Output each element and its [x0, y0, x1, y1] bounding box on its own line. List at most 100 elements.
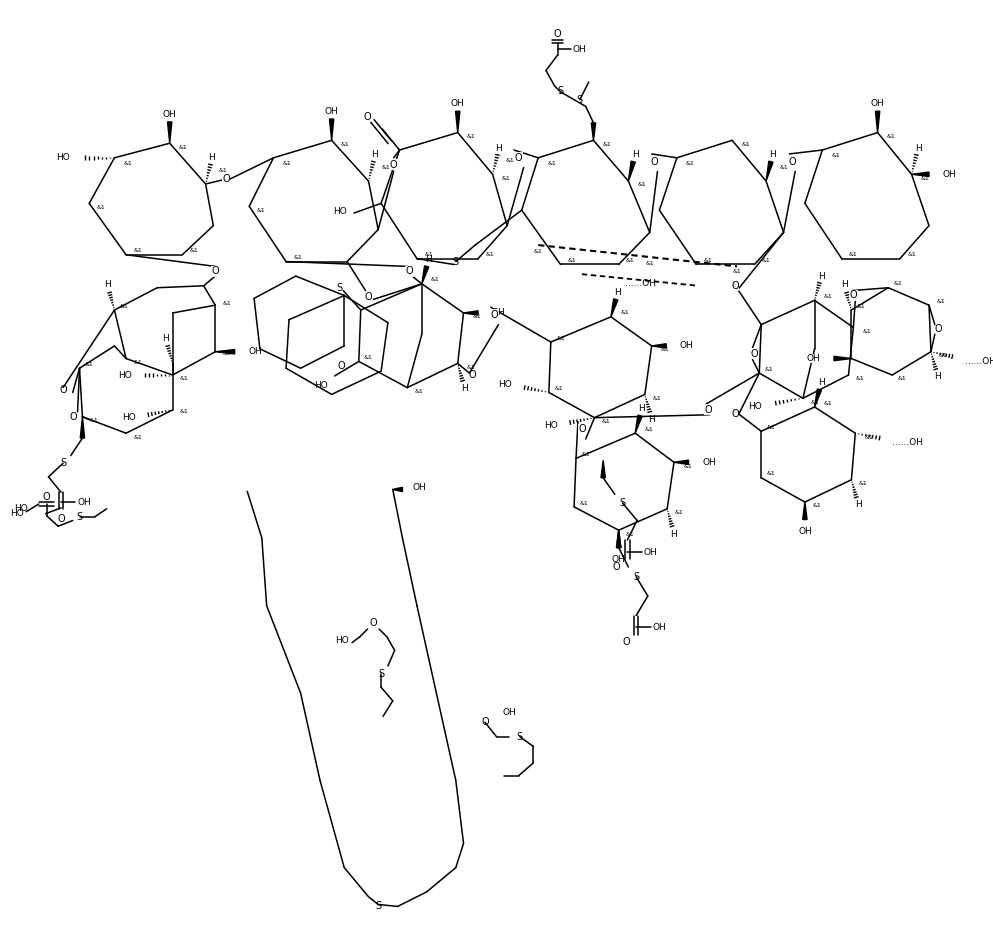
Text: OH: OH — [680, 341, 693, 351]
Text: S: S — [76, 512, 82, 521]
Text: O: O — [481, 718, 489, 727]
Text: &1: &1 — [767, 425, 776, 430]
Text: S: S — [375, 902, 381, 912]
Text: H: H — [615, 288, 621, 297]
Text: &1: &1 — [534, 249, 542, 255]
Text: &1: &1 — [467, 365, 476, 370]
Text: O: O — [554, 28, 561, 39]
Text: &1: &1 — [89, 418, 98, 423]
Text: S: S — [557, 86, 564, 96]
Text: &1: &1 — [431, 277, 440, 283]
Text: H: H — [670, 530, 677, 538]
Polygon shape — [814, 389, 821, 407]
Text: &1: &1 — [222, 301, 231, 306]
Text: S: S — [337, 283, 343, 292]
Text: O: O — [369, 619, 377, 628]
Text: &1: &1 — [856, 376, 865, 381]
Polygon shape — [456, 111, 460, 133]
Text: &1: &1 — [812, 504, 821, 508]
Text: HO: HO — [749, 402, 763, 410]
Text: &1: &1 — [674, 510, 683, 515]
Text: &1: &1 — [894, 281, 903, 287]
Text: S: S — [620, 498, 626, 508]
Text: OH: OH — [798, 526, 811, 536]
Text: OH: OH — [871, 99, 885, 108]
Text: O: O — [578, 424, 586, 435]
Text: &1: &1 — [621, 310, 629, 316]
Text: H: H — [638, 405, 645, 413]
Text: O: O — [405, 266, 413, 276]
Text: &1: &1 — [908, 253, 916, 257]
Text: OH: OH — [325, 107, 339, 116]
Polygon shape — [802, 502, 807, 520]
Text: HO: HO — [314, 381, 328, 390]
Text: &1: &1 — [921, 175, 929, 181]
Text: ......OH: ......OH — [965, 357, 993, 366]
Text: ......OH: ......OH — [625, 279, 655, 289]
Text: H: H — [770, 150, 777, 159]
Polygon shape — [674, 460, 688, 465]
Text: OH: OH — [77, 498, 91, 506]
Text: &1: &1 — [626, 258, 635, 263]
Text: O: O — [623, 637, 631, 647]
Text: H: H — [104, 280, 111, 290]
Text: OH: OH — [248, 347, 262, 356]
Text: O: O — [222, 174, 229, 184]
Text: &1: &1 — [96, 205, 105, 209]
Text: H: H — [371, 150, 377, 159]
Text: O: O — [731, 409, 739, 419]
Text: S: S — [60, 458, 67, 469]
Polygon shape — [766, 161, 774, 181]
Polygon shape — [912, 172, 929, 176]
Polygon shape — [876, 111, 880, 133]
Polygon shape — [601, 460, 606, 478]
Text: &1: &1 — [938, 353, 947, 358]
Text: S: S — [634, 571, 639, 582]
Text: O: O — [43, 492, 51, 503]
Text: HO: HO — [334, 207, 348, 216]
Text: OH: OH — [806, 354, 820, 363]
Polygon shape — [464, 311, 478, 315]
Text: &1: &1 — [703, 258, 712, 263]
Polygon shape — [393, 488, 402, 491]
Text: O: O — [934, 324, 942, 335]
Text: O: O — [390, 159, 397, 170]
Text: H: H — [855, 501, 862, 509]
Text: &1: &1 — [505, 158, 514, 163]
Polygon shape — [617, 530, 621, 548]
Text: &1: &1 — [179, 144, 188, 150]
Text: O: O — [58, 514, 65, 523]
Text: S: S — [378, 669, 384, 679]
Text: O: O — [363, 112, 371, 122]
Text: OH: OH — [612, 554, 626, 564]
Text: H: H — [818, 272, 825, 281]
Polygon shape — [617, 530, 621, 548]
Text: OH: OH — [492, 308, 505, 318]
Text: &1: &1 — [661, 347, 669, 353]
Text: &1: &1 — [568, 258, 577, 263]
Text: &1: &1 — [501, 175, 510, 181]
Text: &1: &1 — [863, 329, 871, 334]
Polygon shape — [651, 344, 666, 348]
Text: &1: &1 — [414, 389, 423, 394]
Text: &1: &1 — [180, 409, 189, 414]
Polygon shape — [168, 122, 172, 143]
Text: O: O — [650, 157, 658, 167]
Text: OH: OH — [643, 548, 657, 557]
Text: &1: &1 — [256, 207, 265, 213]
Text: &1: &1 — [124, 161, 132, 166]
Text: &1: &1 — [644, 427, 653, 432]
Text: O: O — [60, 385, 67, 394]
Text: O: O — [469, 370, 476, 380]
Polygon shape — [629, 161, 636, 181]
Text: O: O — [338, 361, 346, 372]
Text: &1: &1 — [381, 165, 390, 170]
Text: H: H — [163, 334, 169, 342]
Text: &1: &1 — [824, 401, 832, 405]
Text: O: O — [613, 562, 621, 572]
Text: HO: HO — [118, 371, 132, 379]
Text: S: S — [453, 256, 459, 267]
Text: &1: &1 — [602, 419, 611, 424]
Text: OH: OH — [163, 109, 177, 119]
Polygon shape — [636, 415, 642, 433]
